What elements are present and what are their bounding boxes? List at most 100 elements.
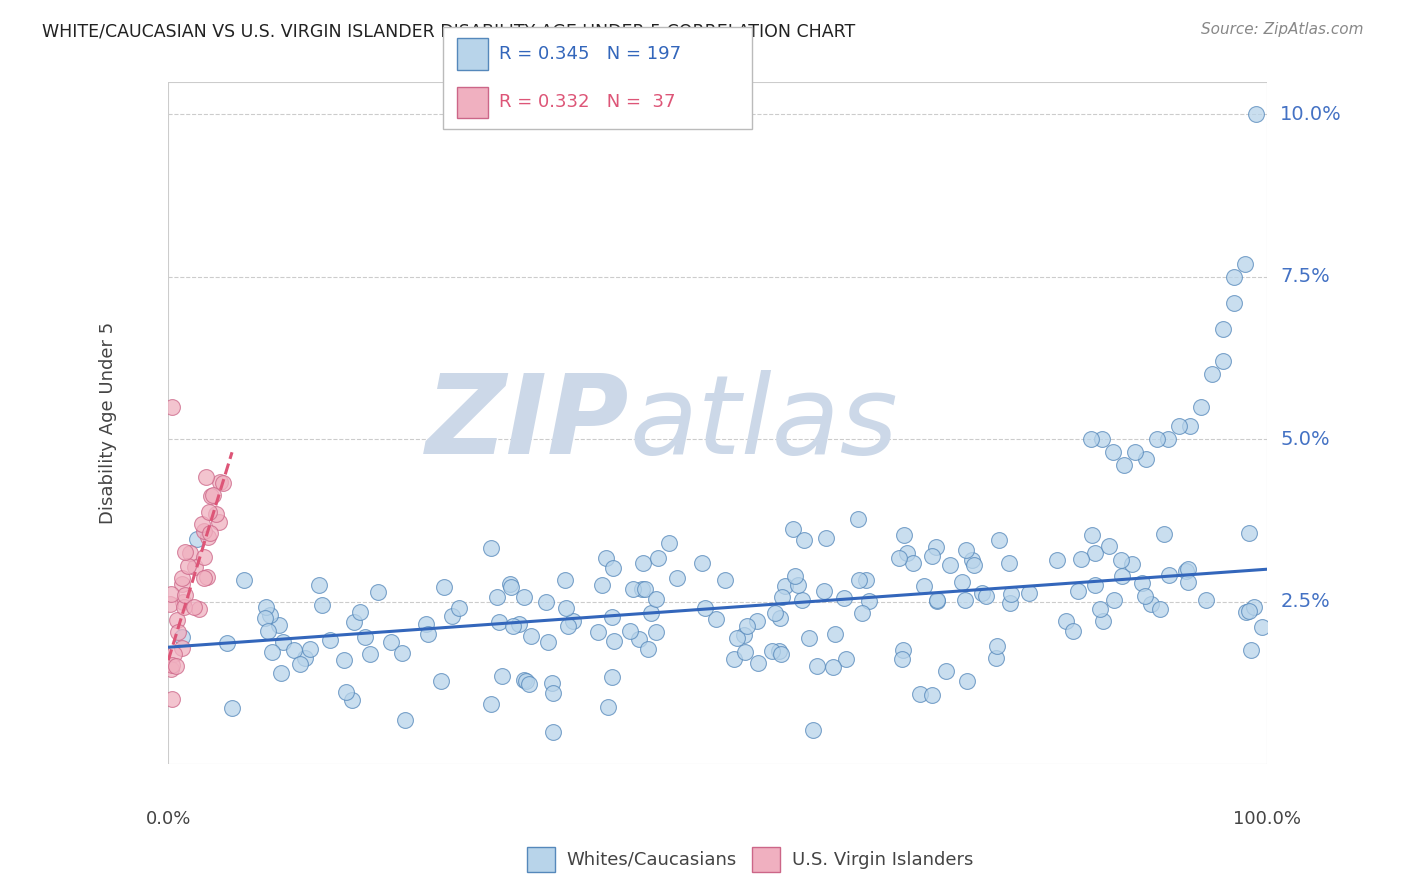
- Point: [846, 512, 869, 526]
- Text: Source: ZipAtlas.com: Source: ZipAtlas.com: [1201, 22, 1364, 37]
- Point: [893, 527, 915, 541]
- Point: [174, 588, 197, 602]
- Point: [887, 551, 910, 566]
- Point: [167, 624, 190, 639]
- Point: [204, 507, 226, 521]
- Point: [637, 642, 659, 657]
- Point: [801, 723, 824, 737]
- Point: [160, 658, 183, 673]
- Point: [508, 617, 530, 632]
- Point: [1111, 569, 1133, 583]
- Point: [515, 673, 537, 688]
- Point: [165, 659, 187, 673]
- Point: [858, 594, 880, 608]
- Point: [193, 524, 215, 538]
- Point: [1123, 445, 1146, 459]
- Point: [1067, 584, 1090, 599]
- Point: [1153, 526, 1175, 541]
- Text: 7.5%: 7.5%: [1279, 268, 1330, 286]
- Point: [619, 624, 641, 639]
- Point: [172, 630, 194, 644]
- Point: [173, 545, 195, 559]
- Point: [1244, 107, 1267, 121]
- Point: [1149, 601, 1171, 615]
- Point: [1201, 368, 1223, 382]
- Point: [1177, 562, 1199, 576]
- Point: [499, 580, 522, 594]
- Point: [793, 533, 815, 547]
- Point: [183, 560, 205, 574]
- Point: [821, 659, 844, 673]
- Point: [198, 505, 221, 519]
- Point: [956, 673, 979, 688]
- Point: [1098, 539, 1121, 553]
- Point: [430, 674, 453, 689]
- Point: [221, 701, 243, 715]
- Point: [354, 630, 377, 644]
- Point: [269, 618, 291, 632]
- Point: [1000, 587, 1022, 601]
- Point: [163, 647, 186, 661]
- Point: [787, 578, 810, 592]
- Point: [1195, 593, 1218, 607]
- Point: [769, 611, 792, 625]
- Point: [367, 585, 389, 599]
- Point: [1062, 624, 1084, 638]
- Point: [1237, 526, 1260, 541]
- Point: [257, 624, 280, 638]
- Text: U.S. Virgin Islanders: U.S. Virgin Islanders: [792, 851, 973, 869]
- Point: [953, 593, 976, 607]
- Point: [1157, 432, 1180, 446]
- Point: [1189, 400, 1212, 414]
- Point: [824, 627, 846, 641]
- Point: [555, 601, 578, 615]
- Point: [200, 526, 222, 541]
- Point: [925, 540, 948, 554]
- Point: [714, 573, 737, 587]
- Point: [172, 594, 194, 608]
- Point: [974, 589, 997, 603]
- Point: [541, 686, 564, 700]
- Point: [343, 615, 366, 629]
- Point: [170, 640, 193, 655]
- Point: [602, 633, 624, 648]
- Point: [782, 522, 804, 536]
- Point: [768, 644, 790, 658]
- Point: [170, 577, 193, 591]
- Point: [912, 579, 935, 593]
- Point: [950, 575, 973, 590]
- Point: [835, 652, 858, 666]
- Point: [172, 571, 194, 585]
- Point: [723, 652, 745, 666]
- Point: [166, 613, 188, 627]
- Point: [987, 533, 1010, 548]
- Point: [733, 628, 755, 642]
- Point: [541, 676, 564, 690]
- Point: [770, 647, 793, 661]
- Text: atlas: atlas: [630, 369, 898, 476]
- Point: [1018, 586, 1040, 600]
- Point: [479, 541, 502, 556]
- Point: [645, 624, 668, 639]
- Point: [984, 650, 1007, 665]
- Text: WHITE/CAUCASIAN VS U.S. VIRGIN ISLANDER DISABILITY AGE UNDER 5 CORRELATION CHART: WHITE/CAUCASIAN VS U.S. VIRGIN ISLANDER …: [42, 22, 855, 40]
- Point: [254, 600, 277, 615]
- Point: [1130, 576, 1153, 591]
- Point: [187, 602, 209, 616]
- Point: [1102, 592, 1125, 607]
- Point: [1121, 557, 1143, 571]
- Point: [921, 688, 943, 702]
- Point: [308, 578, 330, 592]
- Point: [848, 574, 870, 588]
- Point: [693, 601, 716, 615]
- Point: [340, 693, 363, 707]
- Point: [513, 673, 536, 687]
- Point: [783, 569, 806, 583]
- Point: [763, 606, 786, 620]
- Point: [433, 581, 456, 595]
- Point: [921, 549, 943, 563]
- Point: [1102, 445, 1125, 459]
- Point: [202, 488, 225, 502]
- Point: [259, 608, 281, 623]
- Point: [735, 619, 758, 633]
